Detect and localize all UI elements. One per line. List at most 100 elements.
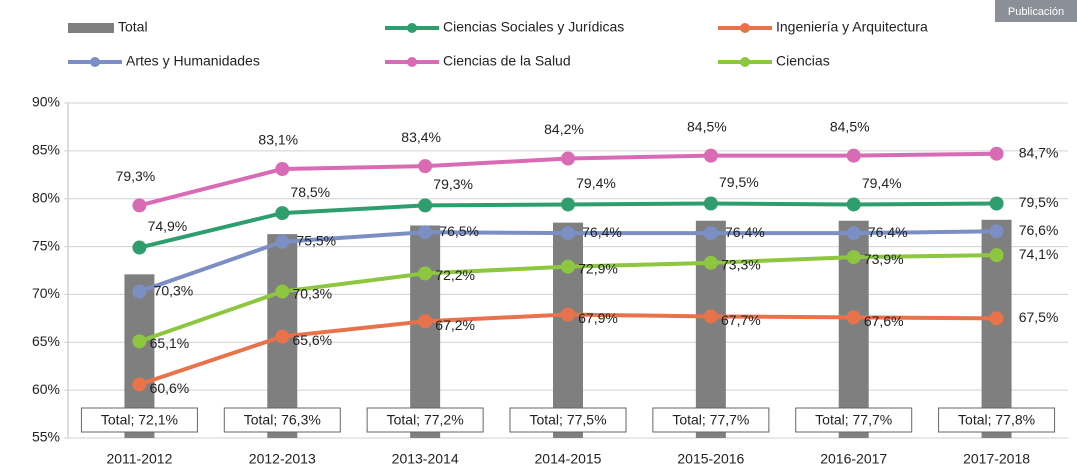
bar [695,220,726,438]
value-label: 76,6% [1019,222,1059,238]
point [989,224,1004,239]
point [561,197,575,212]
value-label: 84,5% [830,118,870,134]
point [418,225,433,240]
point [418,266,433,281]
bar-label-box [80,407,198,433]
bar-label: Total; 77,5% [529,412,606,428]
point [989,311,1004,326]
y-tick-label: 80% [32,189,60,205]
legend-label: Ingeniería y Arquitectura [776,19,928,35]
legend-label: Ciencias Sociales y Jurídicas [443,19,624,35]
value-label: 65,6% [292,332,332,348]
point [989,248,1004,263]
y-tick-label: 75% [32,237,60,253]
point [275,329,290,344]
bar-label-box [366,407,484,433]
point [418,159,433,174]
bar-label: Total; 72,1% [101,412,178,428]
corner-button[interactable] [995,0,1077,22]
bar-label-box [795,407,913,433]
bar-label-box [509,407,627,433]
point [703,148,718,163]
x-tick-label: 2014-2015 [535,451,602,467]
legend-marker [90,57,100,67]
bar-label: Total; 77,7% [815,412,892,428]
legend-marker [407,57,417,67]
bar [553,222,583,438]
point [275,162,290,177]
point [132,198,147,213]
value-label: 76,4% [582,224,622,240]
value-label: 78,5% [290,184,330,200]
value-label: 70,3% [154,282,194,298]
y-tick-label: 65% [32,333,60,349]
point [132,377,147,392]
point [703,196,718,211]
point [132,334,147,349]
value-label: 74,1% [1019,246,1059,262]
y-tick-label: 85% [32,142,60,158]
y-tick-label: 60% [32,381,60,397]
value-label: 84,7% [1019,144,1059,160]
point [846,226,861,241]
bar-label: Total; 77,7% [672,412,749,428]
point [846,197,861,212]
point [846,310,861,325]
point [275,206,290,221]
value-label: 79,3% [433,176,473,192]
bar [410,225,441,438]
value-label: 79,4% [576,175,616,191]
value-label: 74,9% [148,218,188,234]
value-label: 73,9% [864,251,904,267]
value-label: 67,6% [864,313,904,329]
legend-label: Total [118,19,148,35]
bar-label-box [223,407,341,433]
value-label: 83,1% [258,132,298,148]
point [989,196,1004,211]
value-label: 84,2% [544,121,584,137]
point [561,307,575,322]
x-tick-label: 2015-2016 [677,451,744,467]
point [418,198,433,213]
value-label: 79,5% [1019,194,1059,210]
point [275,284,290,299]
value-label: 73,3% [721,257,761,273]
legend-label: Ciencias [776,53,830,69]
value-label: 75,5% [296,232,336,248]
point [132,284,147,299]
point [418,314,433,329]
y-tick-label: 90% [32,94,60,110]
value-label: 67,7% [721,312,761,328]
legend-swatch [68,23,114,33]
value-label: 76,5% [439,223,479,239]
bar-label: Total; 77,8% [958,412,1035,428]
bar-label: Total; 77,2% [387,412,464,428]
value-label: 72,2% [435,267,475,283]
value-label: 76,4% [725,224,765,240]
point [703,226,718,241]
value-label: 67,5% [1019,309,1059,325]
point [703,255,718,270]
point [561,226,575,241]
x-tick-label: 2013-2014 [392,451,459,467]
value-label: 60,6% [150,380,190,396]
point [561,151,575,166]
corner-label[interactable]: Publicación [1008,6,1064,18]
legend-label: Ciencias de la Salud [443,53,571,69]
point [703,309,718,324]
bar-label-box [938,407,1056,433]
value-label: 67,9% [578,310,618,326]
legend-marker [740,23,750,33]
value-label: 76,4% [868,224,908,240]
bar-label-box [652,407,770,433]
value-label: 79,3% [116,168,156,184]
x-tick-label: 2016-2017 [820,451,887,467]
point [132,240,147,255]
y-tick-label: 55% [32,429,60,445]
value-label: 83,4% [401,129,441,145]
point [846,148,861,163]
legend-marker [740,57,750,67]
point [561,259,575,274]
